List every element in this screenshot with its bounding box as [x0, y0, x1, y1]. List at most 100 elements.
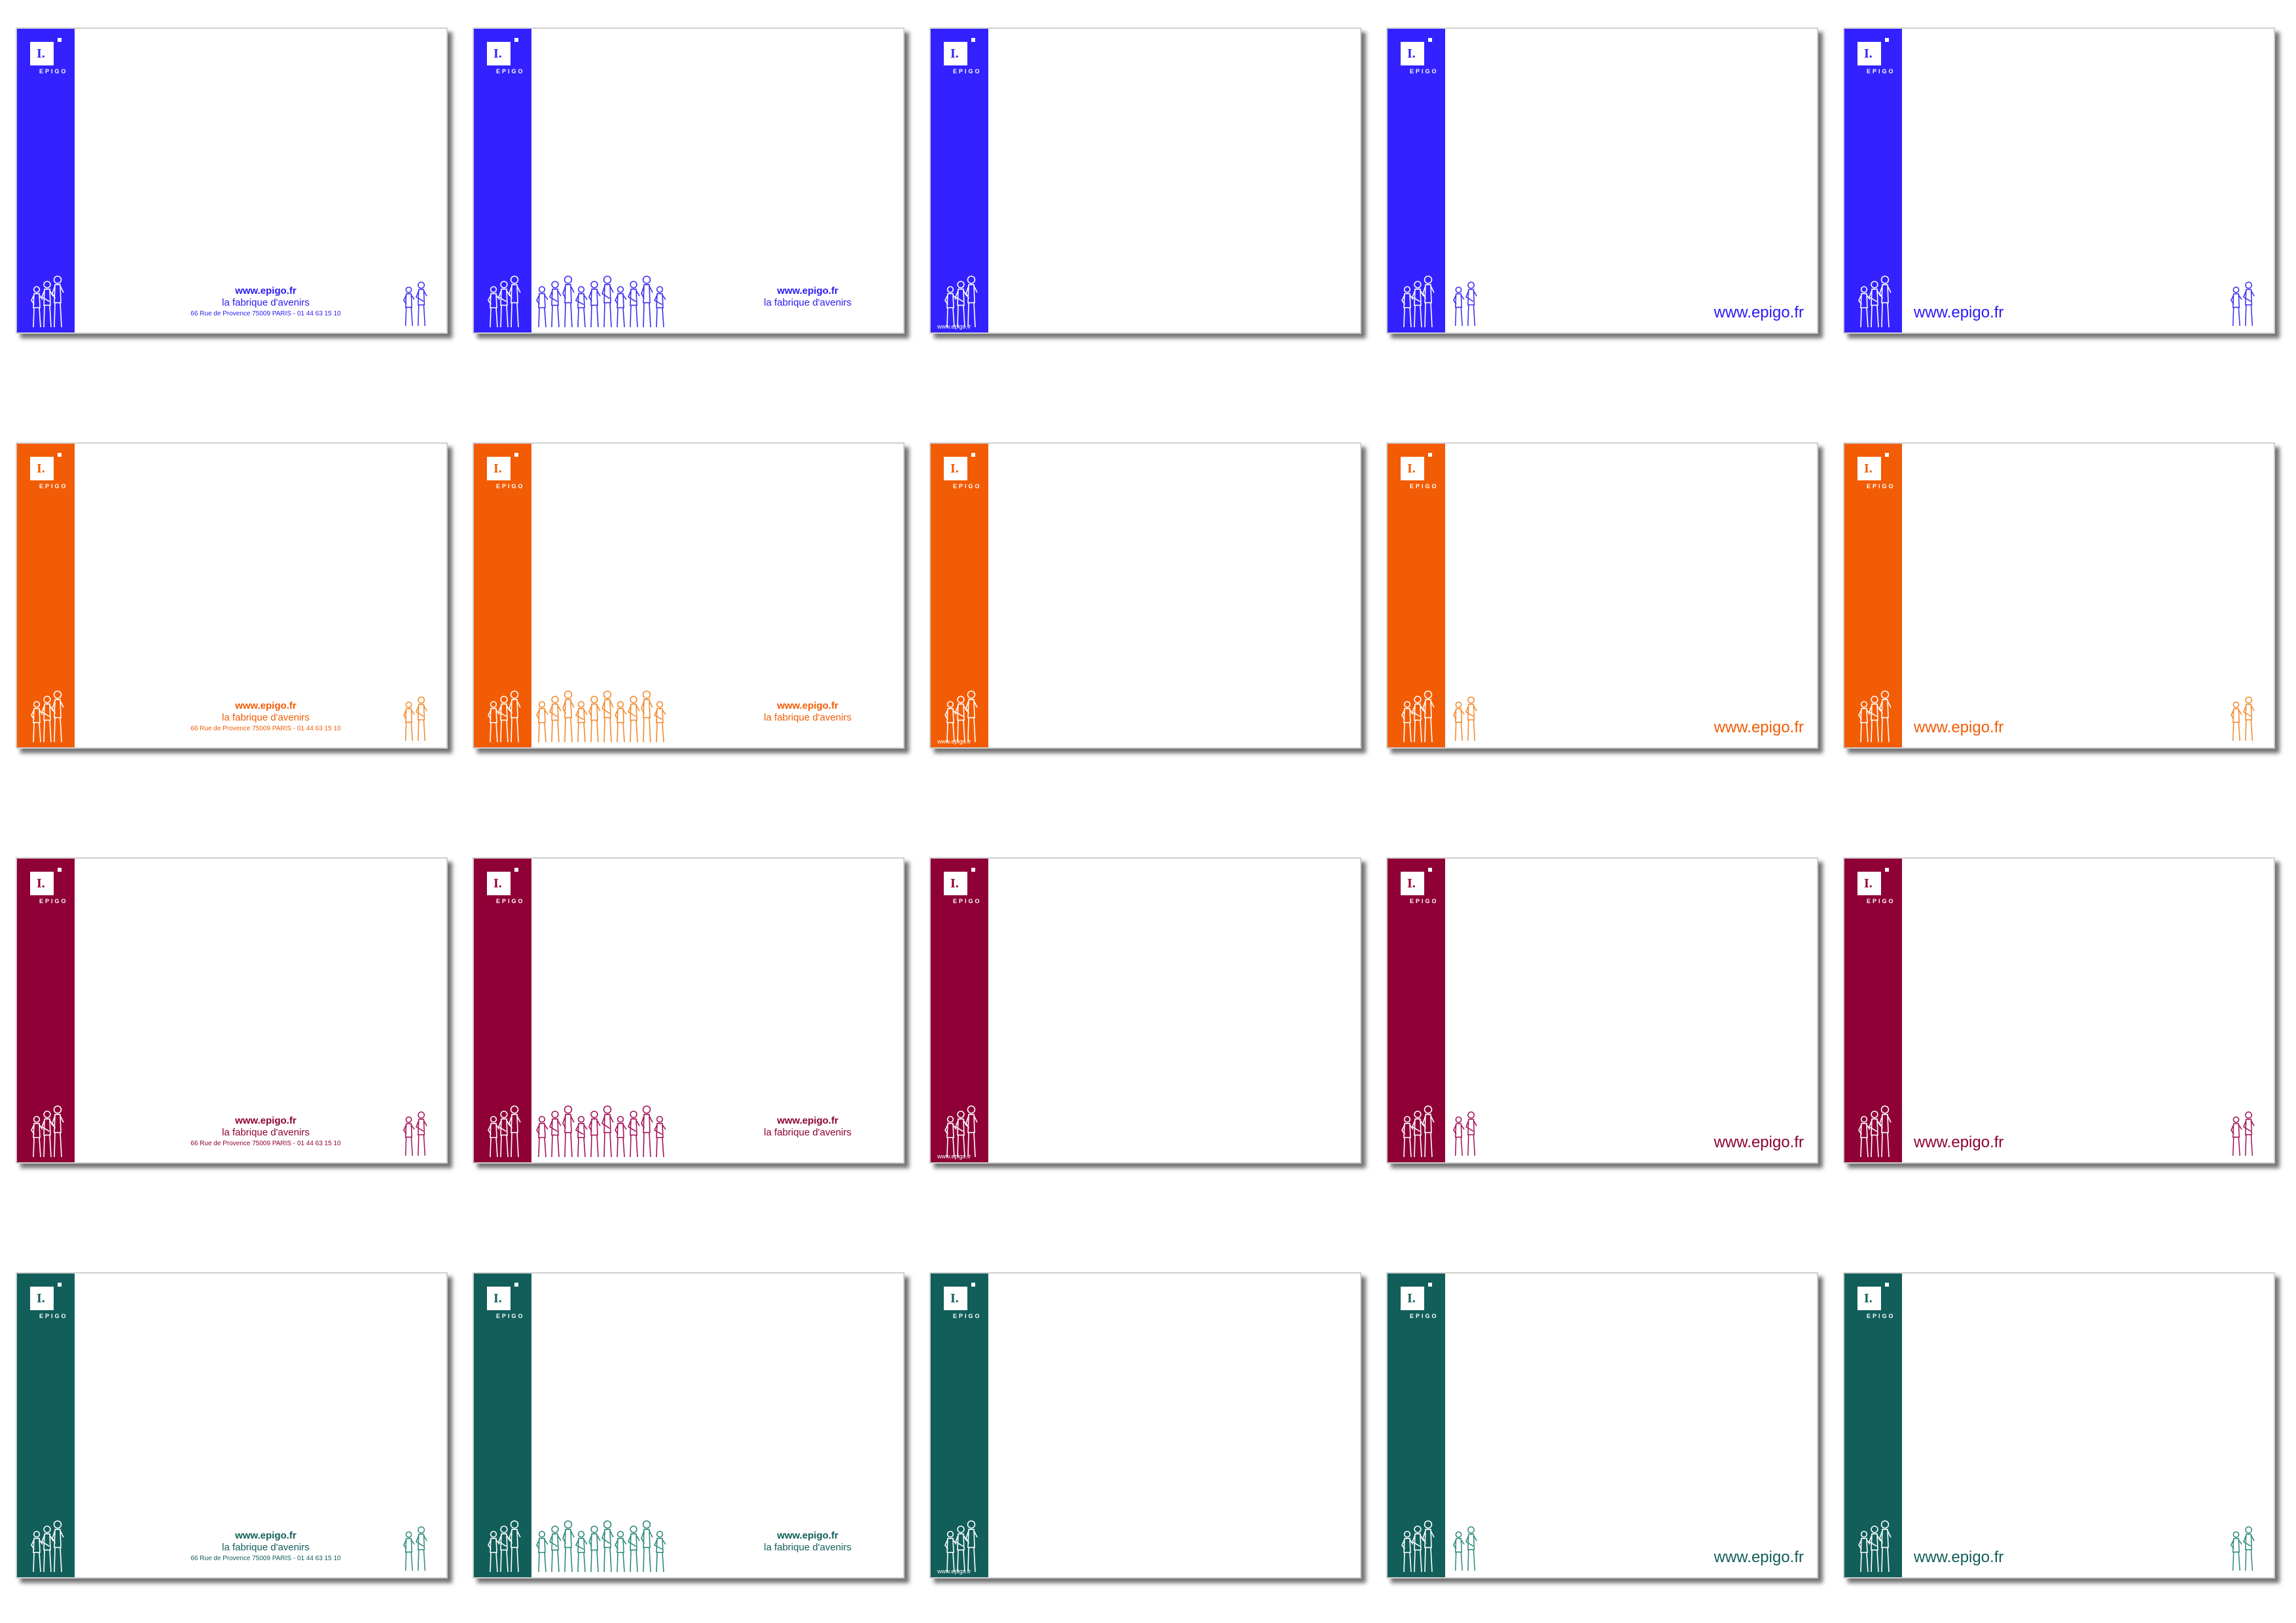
envelope-card: I. EPIGO www.epigo.fr — [929, 27, 1361, 334]
logo-dot-icon — [1885, 38, 1889, 42]
people-group-illustration-icon — [536, 1520, 666, 1573]
logo-mark-icon: I. — [493, 46, 502, 61]
envelope-card: I. EPIGO www.epigo.fr — [1386, 27, 1818, 334]
color-band: I. EPIGO — [474, 859, 531, 1162]
color-band: I. EPIGO — [17, 444, 75, 747]
people-illustration-icon — [944, 1105, 978, 1158]
brand-name: EPIGO — [1867, 68, 1895, 75]
logo-dot-icon — [971, 1283, 975, 1287]
envelope-card: I. EPIGO www.epigo.fr — [1386, 442, 1818, 749]
tagline: la fabrique d'avenirs — [222, 712, 310, 723]
epigo-logo: I. — [30, 457, 54, 480]
website: www.epigo.fr — [235, 1530, 296, 1541]
epigo-logo: I. — [944, 457, 967, 480]
color-band: I. EPIGO — [1388, 859, 1445, 1162]
logo-dot-icon — [1428, 868, 1432, 872]
color-band: I. EPIGO — [474, 444, 531, 747]
epigo-logo: I. — [944, 42, 967, 65]
envelope-card: I. EPIGO www.epigo.fr la fabrique d'avenirs — [473, 857, 905, 1164]
logo-mark-icon: I. — [37, 876, 45, 891]
website: www.epigo.fr — [1713, 1548, 1804, 1566]
logo-mark-icon: I. — [493, 1291, 502, 1306]
people-illustration-icon — [944, 1520, 978, 1573]
epigo-logo: I. — [944, 1287, 967, 1310]
brand-name: EPIGO — [496, 68, 525, 75]
website: www.epigo.fr — [1713, 304, 1804, 321]
brand-name: EPIGO — [496, 1313, 525, 1319]
people-pair-icon — [403, 696, 427, 741]
epigo-logo: I. — [1401, 872, 1424, 895]
people-illustration-icon — [1401, 690, 1435, 743]
envelope-card: I. EPIGO www.epigo.fr la fabrique d'avenirs — [473, 1272, 905, 1578]
logo-mark-icon: I. — [493, 876, 502, 891]
brand-name: EPIGO — [1867, 483, 1895, 490]
website: www.epigo.fr — [235, 700, 296, 711]
envelope-card: I. EPIGO www.epigo.fr — [929, 442, 1361, 749]
brand-name: EPIGO — [1867, 898, 1895, 904]
website: www.epigo.fr — [1914, 304, 2004, 321]
people-pair-icon — [1452, 281, 1477, 327]
color-band: I. EPIGO — [1388, 1274, 1445, 1577]
people-pair-icon — [1452, 696, 1477, 741]
tagline: la fabrique d'avenirs — [222, 1127, 310, 1138]
website: www.epigo.fr — [1914, 1133, 2004, 1151]
brand-name: EPIGO — [39, 1313, 68, 1319]
people-illustration-icon — [488, 1105, 521, 1158]
people-illustration-icon — [31, 1520, 64, 1573]
logo-mark-icon: I. — [1407, 876, 1416, 891]
website: www.epigo.fr — [777, 1530, 838, 1541]
tagline: la fabrique d'avenirs — [764, 712, 852, 723]
logo-mark-icon: I. — [37, 46, 45, 61]
people-pair-icon — [2230, 281, 2255, 327]
people-illustration-icon — [1401, 276, 1435, 328]
people-pair-icon — [403, 1111, 427, 1156]
color-band: I. EPIGO www.epigo.fr — [931, 859, 988, 1162]
people-group-illustration-icon — [536, 1105, 666, 1158]
color-band: I. EPIGO — [1388, 444, 1445, 747]
logo-dot-icon — [514, 453, 518, 457]
logo-mark-icon: I. — [37, 461, 45, 476]
color-band: I. EPIGO — [17, 1274, 75, 1577]
website: www.epigo.fr — [777, 700, 838, 711]
logo-mark-icon: I. — [1864, 46, 1873, 61]
people-illustration-icon — [944, 690, 978, 743]
people-illustration-icon — [1858, 1520, 1892, 1573]
logo-mark-icon: I. — [493, 461, 502, 476]
epigo-logo: I. — [944, 872, 967, 895]
color-band: I. EPIGO — [1844, 29, 1902, 332]
brand-name: EPIGO — [1410, 483, 1439, 490]
people-illustration-icon — [31, 276, 64, 328]
epigo-logo: I. — [1857, 42, 1881, 65]
brand-name: EPIGO — [1410, 1313, 1439, 1319]
epigo-logo: I. — [1401, 1287, 1424, 1310]
epigo-logo: I. — [487, 1287, 511, 1310]
people-illustration-icon — [1401, 1105, 1435, 1158]
logo-mark-icon: I. — [1864, 1291, 1873, 1306]
band-website: www.epigo.fr — [937, 1568, 971, 1575]
people-group-illustration-icon — [536, 276, 666, 328]
logo-dot-icon — [971, 453, 975, 457]
logo-dot-icon — [514, 868, 518, 872]
address: 66 Rue de Provence 75009 PARIS - 01 44 6… — [190, 310, 341, 317]
color-band: I. EPIGO — [17, 29, 75, 332]
tagline: la fabrique d'avenirs — [764, 1127, 852, 1138]
people-illustration-icon — [1858, 276, 1892, 328]
color-band: I. EPIGO www.epigo.fr — [931, 1274, 988, 1577]
people-illustration-icon — [488, 276, 521, 328]
people-group-illustration-icon — [536, 690, 666, 743]
address: 66 Rue de Provence 75009 PARIS - 01 44 6… — [190, 1555, 341, 1562]
tagline: la fabrique d'avenirs — [764, 297, 852, 308]
envelope-card: I. EPIGO www.epigo.fr la fabrique d'avenirs… — [16, 857, 448, 1164]
epigo-logo: I. — [487, 457, 511, 480]
color-band: I. EPIGO — [1388, 29, 1445, 332]
people-pair-icon — [2230, 1111, 2255, 1156]
brand-name: EPIGO — [496, 483, 525, 490]
epigo-logo: I. — [1857, 872, 1881, 895]
logo-mark-icon: I. — [950, 1291, 959, 1306]
envelope-card: I. EPIGO www.epigo.fr — [1386, 857, 1818, 1164]
logo-mark-icon: I. — [1864, 461, 1873, 476]
logo-mark-icon: I. — [950, 461, 959, 476]
color-band: I. EPIGO — [474, 1274, 531, 1577]
brand-name: EPIGO — [953, 1313, 982, 1319]
website: www.epigo.fr — [235, 285, 296, 296]
